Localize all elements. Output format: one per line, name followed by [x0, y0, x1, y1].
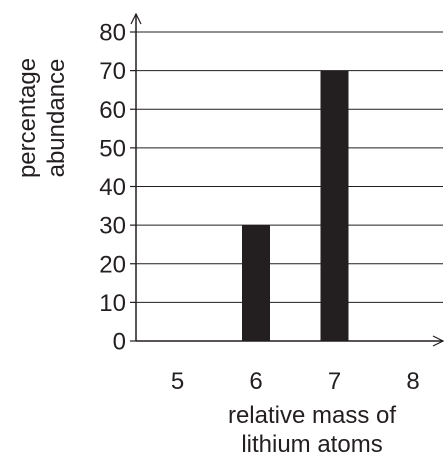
gridlines: [130, 31, 443, 342]
x-axis-label-line-2: lithium atoms: [241, 431, 382, 458]
y-tick-label: 20: [99, 251, 126, 278]
y-tick-label: 30: [99, 213, 126, 240]
y-tick-label: 80: [99, 20, 126, 47]
x-tick-label: 8: [406, 368, 419, 395]
y-tick-label: 70: [99, 58, 126, 85]
axes: [130, 12, 445, 347]
y-tick-label: 0: [113, 329, 126, 356]
bar-6: [242, 225, 270, 341]
bar-7: [320, 70, 349, 341]
y-axis-label-line-2: abundance: [43, 59, 70, 178]
x-tick-label: 7: [328, 368, 341, 395]
y-tick-label: 40: [99, 174, 126, 201]
y-axis-arrow-icon: [130, 12, 142, 25]
x-tick-label: 6: [249, 368, 262, 395]
y-tick-label: 10: [99, 290, 126, 317]
y-tick-label: 50: [99, 135, 126, 162]
x-axis-label-line-1: relative mass of: [228, 402, 396, 429]
y-tick-labels: 0 10 20 30 40 50 60 70 80: [99, 20, 126, 356]
y-tick-label: 60: [99, 97, 126, 124]
x-tick-labels: 5 6 7 8: [171, 368, 420, 395]
x-tick-label: 5: [171, 368, 184, 395]
x-axis-arrow-icon: [432, 335, 445, 347]
y-axis-label-line-1: percentage: [14, 58, 41, 178]
bars: [242, 70, 349, 341]
